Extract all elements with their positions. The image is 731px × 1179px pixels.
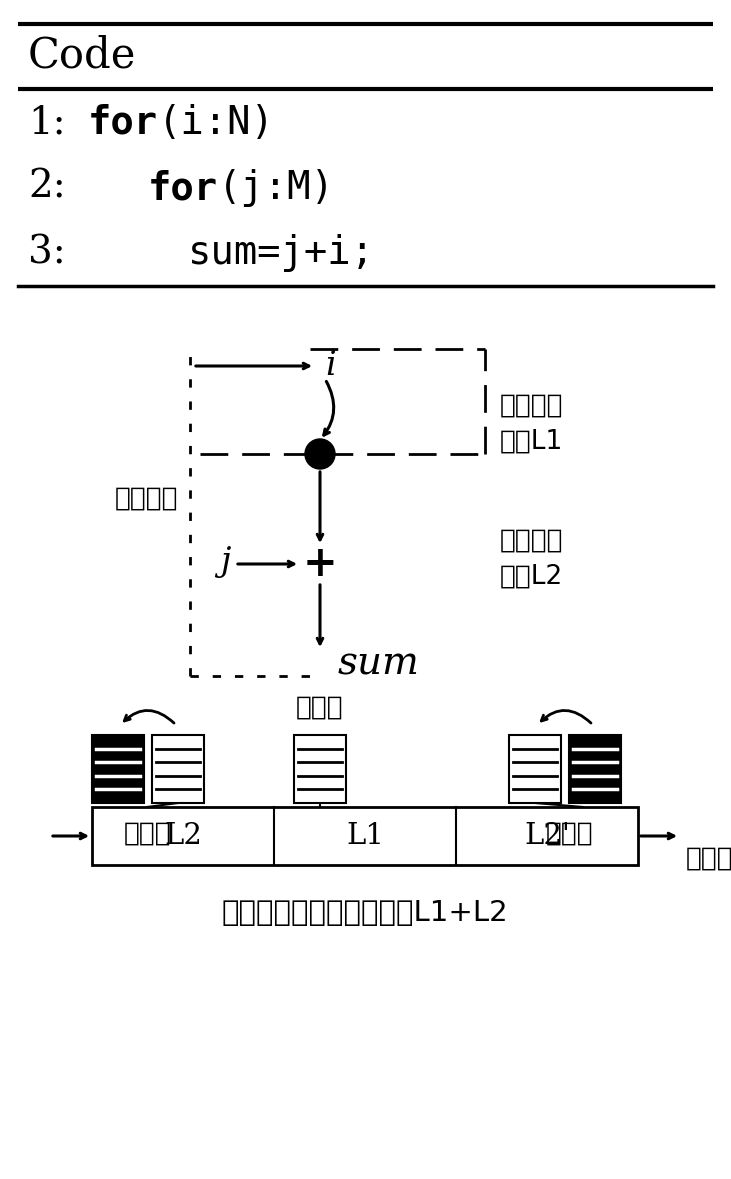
Text: 1:: 1: bbox=[28, 104, 66, 141]
Bar bbox=[509, 735, 561, 803]
Circle shape bbox=[305, 439, 335, 469]
Text: 空流水: 空流水 bbox=[296, 694, 344, 722]
Text: 退流水: 退流水 bbox=[124, 821, 172, 847]
Bar bbox=[294, 735, 346, 803]
Text: 内层循环
深度L2: 内层循环 深度L2 bbox=[500, 528, 564, 590]
Text: +: + bbox=[303, 544, 338, 585]
Text: 每次外层循环产生延时＝L1+L2: 每次外层循环产生延时＝L1+L2 bbox=[221, 900, 508, 927]
Bar bbox=[92, 735, 144, 803]
Text: 循环同步: 循环同步 bbox=[115, 486, 178, 512]
Text: i: i bbox=[325, 350, 336, 382]
Bar bbox=[569, 735, 621, 803]
Text: L2: L2 bbox=[164, 822, 202, 850]
Text: L1: L1 bbox=[346, 822, 384, 850]
Text: 填流水: 填流水 bbox=[546, 821, 594, 847]
Text: 外层循环
深度L1: 外层循环 深度L1 bbox=[500, 393, 564, 455]
Text: (j:M): (j:M) bbox=[218, 169, 335, 208]
Text: 3:: 3: bbox=[28, 233, 66, 271]
Bar bbox=[152, 735, 204, 803]
Text: 执行时间: 执行时间 bbox=[686, 847, 731, 872]
Text: L2': L2' bbox=[524, 822, 570, 850]
Text: 2:: 2: bbox=[28, 169, 66, 206]
Bar bbox=[92, 806, 638, 865]
Text: sum=j+i;: sum=j+i; bbox=[188, 233, 375, 272]
Text: (i:N): (i:N) bbox=[158, 104, 275, 141]
Text: for: for bbox=[148, 169, 218, 208]
Text: sum: sum bbox=[338, 645, 420, 683]
Text: for: for bbox=[88, 104, 158, 141]
Text: Code: Code bbox=[28, 34, 137, 75]
Text: j: j bbox=[219, 546, 230, 578]
